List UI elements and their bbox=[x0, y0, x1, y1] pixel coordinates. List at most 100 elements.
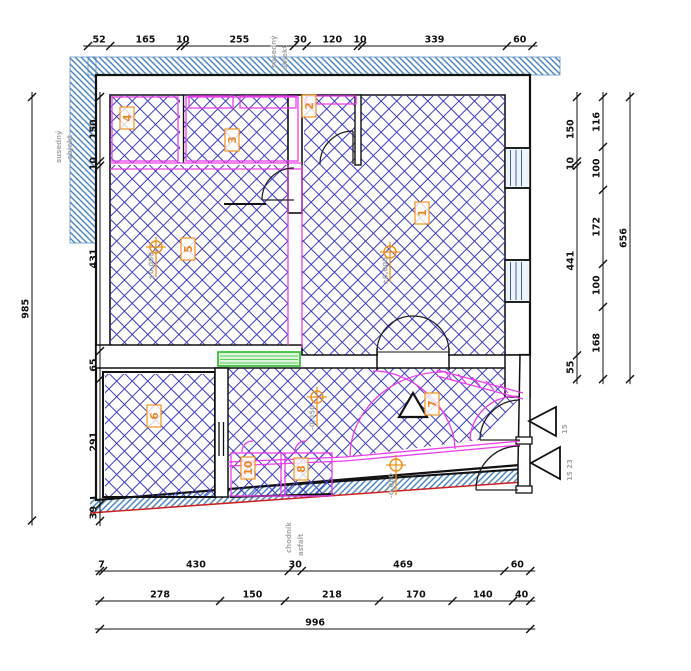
dim-value: 339 bbox=[425, 35, 445, 46]
sidewalk-red-edge bbox=[89, 481, 524, 514]
dim-value: 291 bbox=[89, 432, 100, 452]
room4-lining bbox=[111, 96, 179, 162]
demolished-wall-h bbox=[110, 162, 302, 170]
symbols bbox=[397, 390, 561, 481]
neighbor-strip-top bbox=[87, 56, 561, 76]
dim-value: 10 bbox=[353, 35, 367, 46]
dim-value: 10 bbox=[176, 35, 190, 46]
dim-value: 431 bbox=[89, 249, 100, 269]
dim-value: 218 bbox=[322, 590, 342, 601]
annotation-text: asfalt bbox=[297, 533, 305, 556]
dim-chain-bottom_total: 996 bbox=[95, 618, 536, 634]
room-tag-6: 6 bbox=[146, 404, 162, 428]
door-swings bbox=[261, 130, 521, 491]
dim-value: 100 bbox=[592, 158, 603, 178]
corridor-slope-lines bbox=[227, 440, 521, 467]
dim-value: 60 bbox=[511, 560, 525, 571]
room-number: 5 bbox=[183, 245, 195, 252]
entrance-arrow-2 bbox=[529, 445, 561, 481]
room-number-tags: 4 3 2 1 5 6 7 10 8 bbox=[119, 94, 440, 481]
section-triangle bbox=[397, 390, 429, 419]
room-tag-8: 8 bbox=[293, 457, 309, 481]
door-hall bbox=[261, 167, 295, 201]
room3-top-box1 bbox=[188, 95, 234, 109]
annotation-text: susedný bbox=[269, 35, 278, 68]
room-tag-5: 5 bbox=[180, 237, 196, 261]
small-door-arcs bbox=[241, 440, 307, 453]
dim-value: 150 bbox=[566, 119, 577, 139]
dim-chain-left_outer: 985 bbox=[21, 92, 37, 526]
room-number: 8 bbox=[296, 465, 308, 472]
site-hatching bbox=[69, 56, 561, 514]
room3-lining bbox=[185, 96, 299, 162]
dim-value: 100 bbox=[592, 275, 603, 295]
dim-value: 10 bbox=[566, 157, 577, 171]
dim-value: 996 bbox=[305, 618, 325, 629]
window-2-glazing bbox=[510, 262, 522, 300]
dim-chain-right_middle: 116 100 172 100 168 bbox=[592, 92, 608, 385]
level-marker: ±0,000 bbox=[146, 237, 166, 280]
dim-value: 30 bbox=[289, 560, 303, 571]
dim-value: 120 bbox=[322, 35, 342, 46]
dim-chain-left_inner: 150 10 431 65 291 39 bbox=[89, 92, 105, 526]
dim-value: 150 bbox=[89, 119, 100, 139]
dim-value: 170 bbox=[406, 590, 426, 601]
window-1 bbox=[504, 147, 531, 189]
annotation-text: objekt bbox=[66, 134, 74, 160]
dim-value: 40 bbox=[515, 590, 529, 601]
dim-value: 985 bbox=[21, 299, 32, 319]
dim-value: 7 bbox=[98, 560, 105, 571]
level-value: ±0,000 bbox=[382, 257, 390, 285]
level-marker: ±0,000 bbox=[380, 242, 400, 285]
room-tag-3: 3 bbox=[224, 128, 240, 152]
corridor-arc-1 bbox=[349, 371, 444, 458]
double-door-room1 bbox=[376, 315, 450, 353]
room-5-hatch bbox=[110, 165, 288, 345]
entrance-door-upper bbox=[479, 399, 521, 441]
entrance-jamb-bottom bbox=[515, 485, 533, 494]
room-10-hatch bbox=[232, 452, 282, 497]
windows bbox=[504, 147, 531, 303]
dim-value: 278 bbox=[150, 590, 170, 601]
door6-opening bbox=[216, 420, 227, 458]
dim-value: 255 bbox=[229, 35, 249, 46]
rooms-hatch bbox=[102, 95, 520, 498]
shaft-wall bbox=[287, 94, 303, 214]
dim-value: 52 bbox=[92, 35, 105, 46]
dim-value: 165 bbox=[136, 35, 156, 46]
room-number: 7 bbox=[427, 400, 439, 407]
level-marker: -0,080 bbox=[386, 455, 406, 498]
dim-value: 30 bbox=[294, 35, 308, 46]
dim-value: 60 bbox=[513, 35, 527, 46]
door6-leaf bbox=[218, 422, 225, 456]
room-tag-4: 4 bbox=[119, 106, 135, 130]
corridor-hatch bbox=[228, 368, 520, 462]
level-value: -0,080 bbox=[388, 473, 396, 498]
room-1-hatch-left bbox=[302, 165, 360, 355]
dim-value: 441 bbox=[566, 251, 577, 271]
dim-chain-bottom_row1: 7 430 30 469 60 bbox=[95, 560, 536, 576]
dim-value: 168 bbox=[592, 333, 603, 353]
dim-value: 55 bbox=[566, 361, 577, 374]
dim-chain-top: 52 165 10 255 30 120 10 339 60 bbox=[83, 35, 538, 51]
room-tag-10: 10 bbox=[240, 456, 256, 480]
dim-value: 430 bbox=[186, 560, 206, 571]
door-room2 bbox=[319, 130, 354, 165]
annotation-text: 15 23 bbox=[566, 459, 574, 481]
room-tag-1: 1 bbox=[414, 201, 430, 225]
level-value: ±0,000 bbox=[148, 252, 156, 280]
room3-top-box2 bbox=[239, 95, 297, 109]
annotation-text: chodník bbox=[285, 522, 293, 553]
level-marker: -0,050 bbox=[307, 387, 327, 430]
corridor-arc-3 bbox=[469, 395, 518, 442]
window-2 bbox=[504, 259, 531, 303]
new-wall-lines bbox=[220, 355, 298, 364]
dim-value: 39 bbox=[89, 506, 100, 519]
dim-value: 469 bbox=[393, 560, 413, 571]
entrance-door-lower bbox=[475, 445, 521, 491]
room-1-hatch bbox=[360, 95, 505, 355]
dim-value: 10 bbox=[89, 157, 100, 171]
